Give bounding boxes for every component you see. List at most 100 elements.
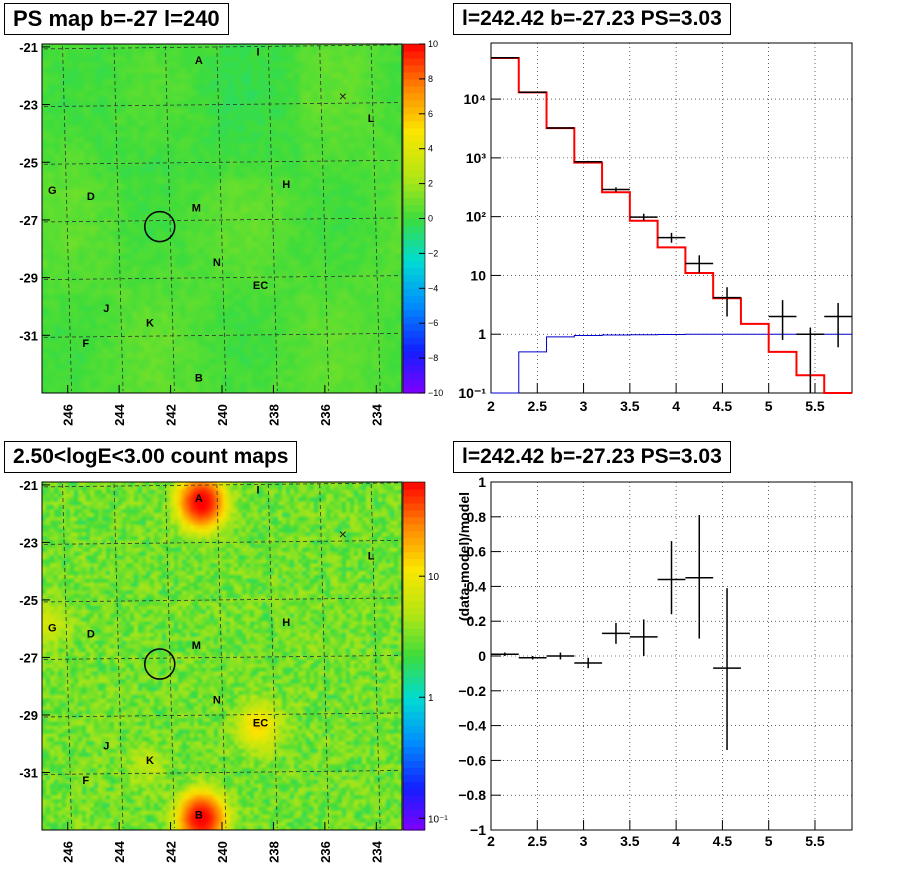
colorbar-segment (403, 337, 425, 345)
y-tick-label: −0.6 (458, 752, 486, 768)
colorbar-segment (403, 92, 425, 101)
colorbar-segment (403, 176, 425, 185)
grid-line (319, 45, 330, 392)
colorbar-segment (403, 676, 425, 685)
x-tick-label: 244 (112, 403, 127, 425)
colorbar-segment (403, 218, 425, 227)
ps-map: 246 244 242 240 238 236 234-21-23-25-27-29-31A… (19, 39, 443, 426)
colorbar-label: 0 (428, 214, 433, 224)
colorbar-segment (403, 732, 425, 741)
map-label: A (195, 493, 203, 505)
colorbar-segment (403, 253, 425, 261)
colorbar-label: −2 (428, 248, 438, 258)
grid-line (216, 483, 227, 829)
x-tick-label: 234 (369, 840, 384, 862)
map-label: G (48, 185, 57, 197)
x-tick-label: 4 (672, 833, 680, 849)
map-label: F (82, 775, 89, 787)
map-label: N (213, 694, 221, 706)
y-tick-label: 10² (466, 209, 487, 225)
grid-line (267, 45, 278, 392)
colorbar-label: 10⁻¹ (428, 814, 448, 825)
colorbar-segment (403, 593, 425, 601)
colorbar-segment (403, 211, 425, 220)
colorbar-segment (403, 579, 425, 587)
y-tick-label: 10⁻¹ (458, 385, 486, 401)
colorbar-segment (403, 141, 425, 150)
colorbar-segment (403, 760, 425, 768)
colorbar-segment (403, 809, 425, 817)
map-label: D (87, 191, 95, 203)
map-label: J (103, 303, 109, 315)
colorbar-segment (403, 260, 425, 268)
grid-line (370, 483, 381, 829)
colorbar-segment (403, 697, 425, 706)
map-label: L (368, 551, 375, 563)
x-tick-label: 238 (266, 841, 281, 863)
x-tick-label: 236 (318, 841, 333, 863)
colorbar-segment (403, 197, 425, 206)
x-tick-label: 5.5 (805, 833, 825, 849)
colorbar-segment (403, 523, 425, 532)
spectrum-frame (490, 42, 853, 394)
colorbar-segment (403, 78, 425, 87)
y-tick-label: −0.8 (458, 787, 486, 803)
map-label: A (195, 55, 203, 67)
y-tick-label: 0.2 (467, 613, 487, 629)
colorbar-segment (403, 816, 425, 824)
colorbar-segment (403, 148, 425, 157)
grid-line (43, 102, 401, 107)
colorbar-segment (403, 309, 425, 317)
colorbar-segment (403, 372, 425, 380)
y-tick-label: 0.4 (467, 578, 487, 594)
map-label: M (192, 202, 201, 214)
map-label: M (192, 640, 201, 652)
colorbar-segment (403, 113, 425, 122)
colorbar-segment (403, 607, 425, 615)
colorbar-segment (403, 544, 425, 553)
residuals-panel: 2 2.5 3 3.5 4 4.5 5 5.5 −1 −0.8 −0.6 −0.4 −0.2 0 0.2 0.… (456, 474, 853, 849)
y-tick-label: −0.4 (458, 718, 486, 734)
colorbar-segment (403, 802, 425, 810)
colorbar-segment (403, 551, 425, 560)
colorbar-segment (403, 509, 425, 518)
colorbar-label: 1 (428, 693, 434, 704)
grid-line (43, 655, 401, 660)
grid-line (319, 483, 330, 829)
x-tick-label: 2.5 (528, 398, 548, 414)
y-tick-label: 10 (470, 267, 486, 283)
x-tick-label: 242 (164, 404, 179, 426)
colorbar-segment (403, 274, 425, 282)
colorbar-segment (403, 351, 425, 359)
colorbar-segment (403, 725, 425, 734)
grid-line (165, 483, 175, 829)
colorbar-segment (403, 683, 425, 692)
y-tick-label: -21 (19, 40, 38, 55)
map-label: H (282, 617, 290, 629)
count-map: 246 244 242 240 238 236 234 -21 -23 -25 -27 -29 -31 A… (19, 478, 448, 863)
map-label: H (282, 179, 290, 191)
grid-line (113, 45, 124, 392)
colorbar-segment (403, 106, 425, 115)
colorbar-label: −10 (428, 388, 443, 398)
colorbar-segment (403, 746, 425, 755)
colorbar-segment (403, 120, 425, 129)
residuals-title: l=242.42 b=-27.23 PS=3.03 (453, 441, 731, 473)
y-tick-label: 1 (478, 326, 486, 342)
colorbar-segment (403, 586, 425, 594)
grid-line (43, 712, 401, 718)
x-tick-label: 3.5 (620, 398, 640, 414)
grid-line (43, 217, 401, 223)
colorbar-segment (403, 190, 425, 199)
x-tick-label: 4.5 (713, 833, 733, 849)
map-label: G (48, 623, 57, 635)
map-label: I (256, 47, 259, 59)
count-map-image (42, 482, 402, 830)
colorbar-segment (403, 767, 425, 775)
colorbar-segment (403, 823, 425, 831)
cross-marker: × (339, 526, 347, 542)
colorbar-label: 4 (428, 144, 433, 154)
x-tick-label: 3.5 (620, 833, 640, 849)
source-circle (144, 210, 176, 243)
x-tick-label: 2.5 (528, 833, 548, 849)
